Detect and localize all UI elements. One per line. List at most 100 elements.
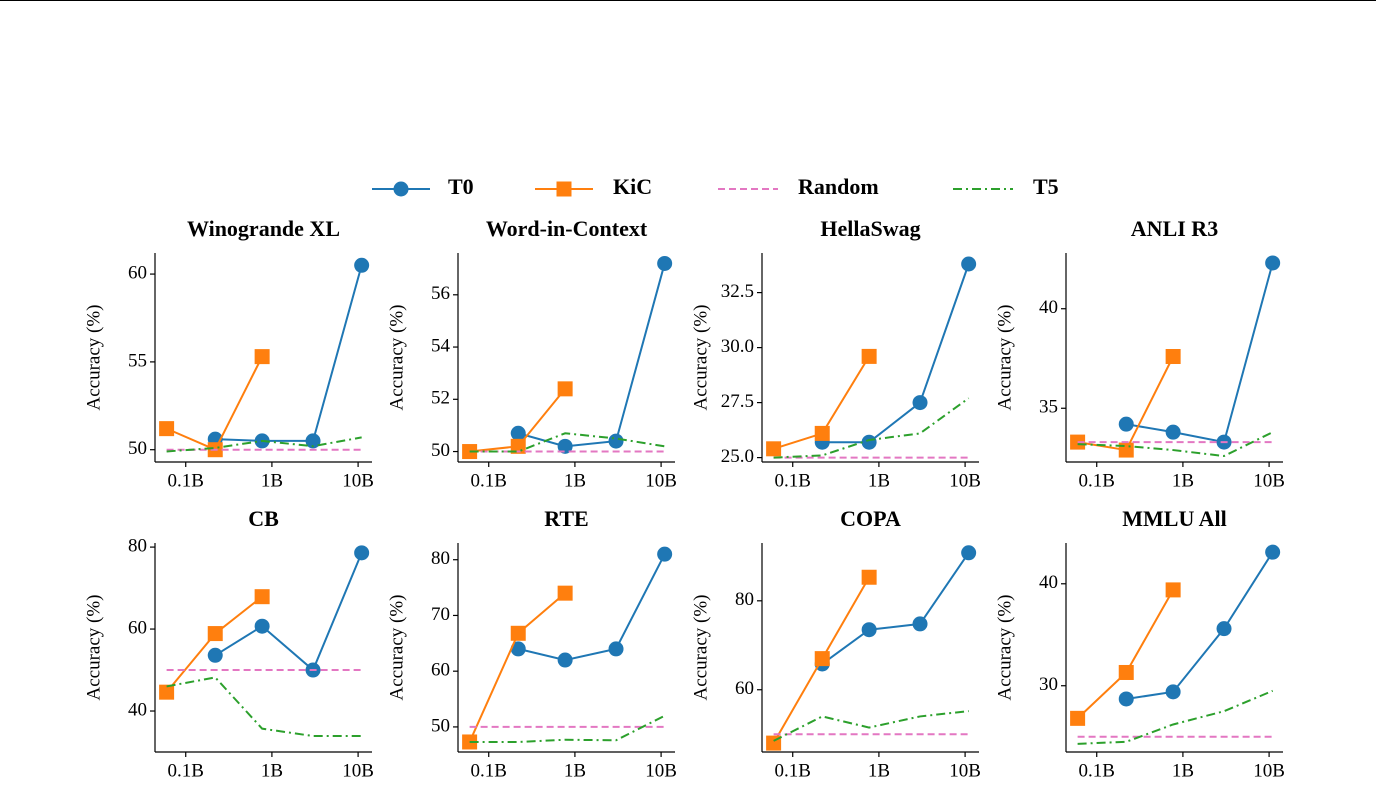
- data-point: [1118, 416, 1134, 432]
- data-point: [557, 652, 573, 668]
- series-line: [1077, 356, 1175, 452]
- data-point: [305, 433, 321, 449]
- x-tick-label: 1B: [868, 470, 890, 491]
- data-point: [254, 618, 270, 634]
- y-tick-label: 80: [431, 548, 450, 569]
- data-point: [1165, 582, 1181, 598]
- series-line: [822, 263, 970, 444]
- y-tick-label: 50: [431, 715, 450, 736]
- series-line: [1126, 262, 1274, 444]
- y-axis-label: Accuracy (%): [994, 594, 1015, 700]
- series-line: [468, 592, 566, 743]
- y-tick-label: 55: [128, 350, 147, 371]
- series-line: [1126, 551, 1274, 700]
- data-point: [961, 256, 977, 272]
- y-tick-label: 80: [735, 589, 754, 610]
- data-point: [1265, 544, 1281, 560]
- data-point: [861, 622, 877, 638]
- data-point: [861, 569, 877, 585]
- data-point: [462, 444, 478, 460]
- data-point: [766, 441, 782, 457]
- y-tick-label: 56: [431, 283, 450, 304]
- x-tick-label: 1B: [1172, 760, 1194, 781]
- y-axis-label: Accuracy (%): [83, 594, 104, 700]
- data-point: [1165, 349, 1181, 365]
- series-line: [166, 676, 362, 738]
- x-tick-label: 10B: [645, 760, 677, 781]
- data-point: [608, 641, 624, 657]
- legend-label: KiC: [613, 174, 652, 199]
- x-tick-label: 0.1B: [775, 470, 811, 491]
- y-tick-label: 27.5: [721, 391, 754, 412]
- data-point: [1070, 434, 1086, 450]
- subplot-title: CB: [248, 506, 279, 531]
- x-tick-label: 0.1B: [168, 470, 204, 491]
- legend-label: T0: [448, 174, 474, 199]
- subplot-title: MMLU All: [1122, 506, 1227, 531]
- series-line: [773, 710, 969, 742]
- legend-label: T5: [1033, 174, 1059, 199]
- subplot-title: COPA: [840, 506, 901, 531]
- y-tick-label: 52: [431, 388, 450, 409]
- y-tick-label: 60: [431, 660, 450, 681]
- x-tick-label: 1B: [564, 760, 586, 781]
- data-point: [657, 546, 673, 562]
- data-point: [354, 545, 370, 561]
- subplot-title: RTE: [544, 506, 588, 531]
- x-tick-label: 10B: [949, 470, 981, 491]
- y-axis-label: Accuracy (%): [386, 304, 407, 410]
- y-tick-label: 40: [1039, 297, 1058, 318]
- x-tick-label: 10B: [342, 470, 374, 491]
- legend-marker: [393, 181, 409, 197]
- data-point: [814, 425, 830, 441]
- series-line: [166, 436, 362, 453]
- y-axis-label: Accuracy (%): [690, 304, 711, 410]
- x-tick-label: 0.1B: [471, 760, 507, 781]
- series-line: [773, 397, 970, 459]
- data-point: [159, 684, 175, 700]
- y-tick-label: 60: [128, 262, 147, 283]
- data-point: [159, 421, 175, 437]
- data-point: [1165, 424, 1181, 440]
- series-line: [215, 265, 363, 442]
- x-tick-label: 0.1B: [1079, 760, 1115, 781]
- y-tick-label: 25.0: [721, 446, 754, 467]
- y-tick-label: 40: [128, 699, 147, 720]
- data-point: [1265, 255, 1281, 271]
- x-tick-label: 10B: [949, 760, 981, 781]
- y-axis-label: Accuracy (%): [386, 594, 407, 700]
- data-point: [961, 545, 977, 561]
- data-point: [814, 651, 830, 667]
- data-point: [1118, 442, 1134, 458]
- y-tick-label: 35: [1039, 397, 1058, 418]
- data-point: [557, 438, 573, 454]
- x-tick-label: 0.1B: [471, 470, 507, 491]
- y-axis-label: Accuracy (%): [690, 594, 711, 700]
- series-line: [517, 263, 666, 448]
- data-point: [510, 625, 526, 641]
- y-tick-label: 32.5: [721, 281, 754, 302]
- series-line: [821, 552, 970, 665]
- y-axis-label: Accuracy (%): [994, 304, 1015, 410]
- legend-marker: [556, 181, 572, 197]
- data-point: [608, 433, 624, 449]
- data-point: [657, 255, 673, 271]
- data-point: [462, 734, 478, 750]
- x-tick-label: 10B: [1253, 470, 1285, 491]
- x-tick-label: 1B: [868, 760, 890, 781]
- x-tick-label: 1B: [261, 760, 283, 781]
- subplot-title: Winogrande XL: [187, 216, 340, 241]
- legend-label: Random: [798, 174, 879, 199]
- data-point: [1070, 710, 1086, 726]
- y-tick-label: 50: [128, 438, 147, 459]
- subplot-title: Word-in-Context: [486, 216, 648, 241]
- y-tick-label: 80: [128, 535, 147, 556]
- series-line: [469, 714, 666, 743]
- data-point: [510, 641, 526, 657]
- x-tick-label: 10B: [342, 760, 374, 781]
- y-tick-label: 30.0: [721, 336, 754, 357]
- subplot-title: HellaSwag: [820, 216, 920, 241]
- series-line: [518, 553, 666, 662]
- y-tick-label: 30: [1039, 674, 1058, 695]
